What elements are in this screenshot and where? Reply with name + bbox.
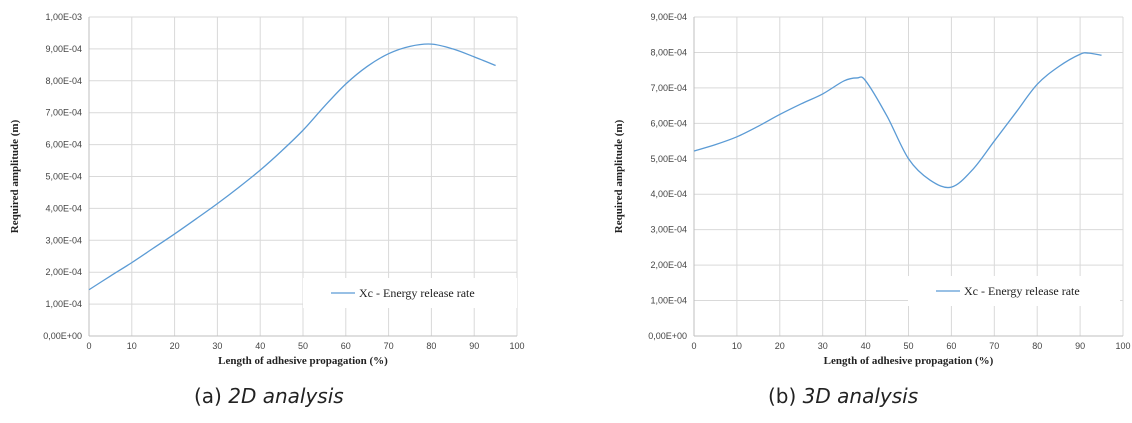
caption-prefix-2d: (a)	[194, 384, 222, 408]
y-tick-label: 4,00E-04	[650, 189, 687, 199]
x-tick-label: 100	[1115, 341, 1130, 351]
caption-prefix-3d: (b)	[768, 384, 797, 408]
y-tick-label: 1,00E-03	[45, 12, 82, 22]
x-tick-label: 60	[946, 341, 956, 351]
x-tick-label: 90	[1075, 341, 1085, 351]
x-tick-label: 0	[691, 341, 696, 351]
y-axis-label: Required amplitude (m)	[9, 119, 21, 233]
y-axis-label: Required amplitude (m)	[613, 119, 625, 233]
caption-title-3d: 3D analysis	[802, 384, 919, 408]
caption-title-2d: 2D analysis	[228, 384, 344, 408]
y-tick-label: 3,00E-04	[650, 225, 687, 235]
y-tick-label: 8,00E-04	[45, 76, 82, 86]
x-tick-label: 40	[861, 341, 871, 351]
y-tick-label: 6,00E-04	[650, 118, 687, 128]
y-tick-label: 0,00E+00	[648, 331, 687, 341]
chart-panel-2d: 0 10 20 30 40 50 60 70 80 90 100 0,00E+00 1,00E-04 2,…	[9, 12, 525, 408]
x-tick-label: 70	[384, 341, 394, 351]
series-line	[693, 52, 1102, 189]
x-tick-label: 20	[775, 341, 785, 351]
y-tick-label: 6,00E-04	[45, 140, 82, 150]
y-tick-label: 3,00E-04	[45, 235, 82, 245]
x-tick-label: 20	[170, 341, 180, 351]
y-tick-label: 0,00E+00	[43, 331, 82, 341]
caption-2d: (a) 2D analysis	[194, 384, 344, 408]
chart-3d: 0 10 20 30 40 50 60 70 80 90 100 0,00E+00 1,00E-04 2,…	[613, 12, 1131, 367]
y-tick-label: 4,00E-04	[45, 203, 82, 213]
x-tick-label: 0	[86, 341, 91, 351]
x-tick-label: 40	[255, 341, 265, 351]
y-tick-label: 5,00E-04	[650, 154, 687, 164]
legend: Xc - Energy release rate	[303, 278, 517, 308]
y-tick-label: 9,00E-04	[650, 12, 687, 22]
y-tick-label: 9,00E-04	[45, 44, 82, 54]
chart-panel-3d: 0 10 20 30 40 50 60 70 80 90 100 0,00E+00 1,00E-04 2,…	[566, 0, 1132, 423]
series-line	[88, 43, 496, 291]
x-tick-label: 80	[1032, 341, 1042, 351]
y-tick-label: 2,00E-04	[45, 267, 82, 277]
x-axis-label: Length of adhesive propagation (%)	[218, 355, 388, 367]
x-tick-label: 80	[426, 341, 436, 351]
x-tick-label: 90	[469, 341, 479, 351]
x-tick-label: 100	[509, 341, 524, 351]
x-tick-label: 50	[298, 341, 308, 351]
chart-2d: 0 10 20 30 40 50 60 70 80 90 100 0,00E+00 1,00E-04 2,…	[9, 12, 525, 367]
legend: Xc - Energy release rate	[908, 276, 1120, 306]
y-tick-label: 8,00E-04	[650, 47, 687, 57]
caption-3d: (b) 3D analysis	[768, 384, 918, 408]
y-tick-label: 1,00E-04	[650, 296, 687, 306]
y-tick-label: 7,00E-04	[45, 108, 82, 118]
x-tick-label: 10	[127, 341, 137, 351]
x-tick-label: 30	[212, 341, 222, 351]
x-tick-label: 10	[732, 341, 742, 351]
legend-entry: Xc - Energy release rate	[964, 284, 1080, 298]
x-tick-label: 50	[903, 341, 913, 351]
x-tick-label: 60	[341, 341, 351, 351]
y-tick-label: 5,00E-04	[45, 172, 82, 182]
y-tick-label: 1,00E-04	[45, 299, 82, 309]
x-tick-label: 70	[989, 341, 999, 351]
y-tick-label: 2,00E-04	[650, 260, 687, 270]
y-tick-label: 7,00E-04	[650, 83, 687, 93]
x-tick-label: 30	[818, 341, 828, 351]
legend-entry: Xc - Energy release rate	[359, 286, 475, 300]
x-axis-label: Length of adhesive propagation (%)	[824, 355, 994, 367]
